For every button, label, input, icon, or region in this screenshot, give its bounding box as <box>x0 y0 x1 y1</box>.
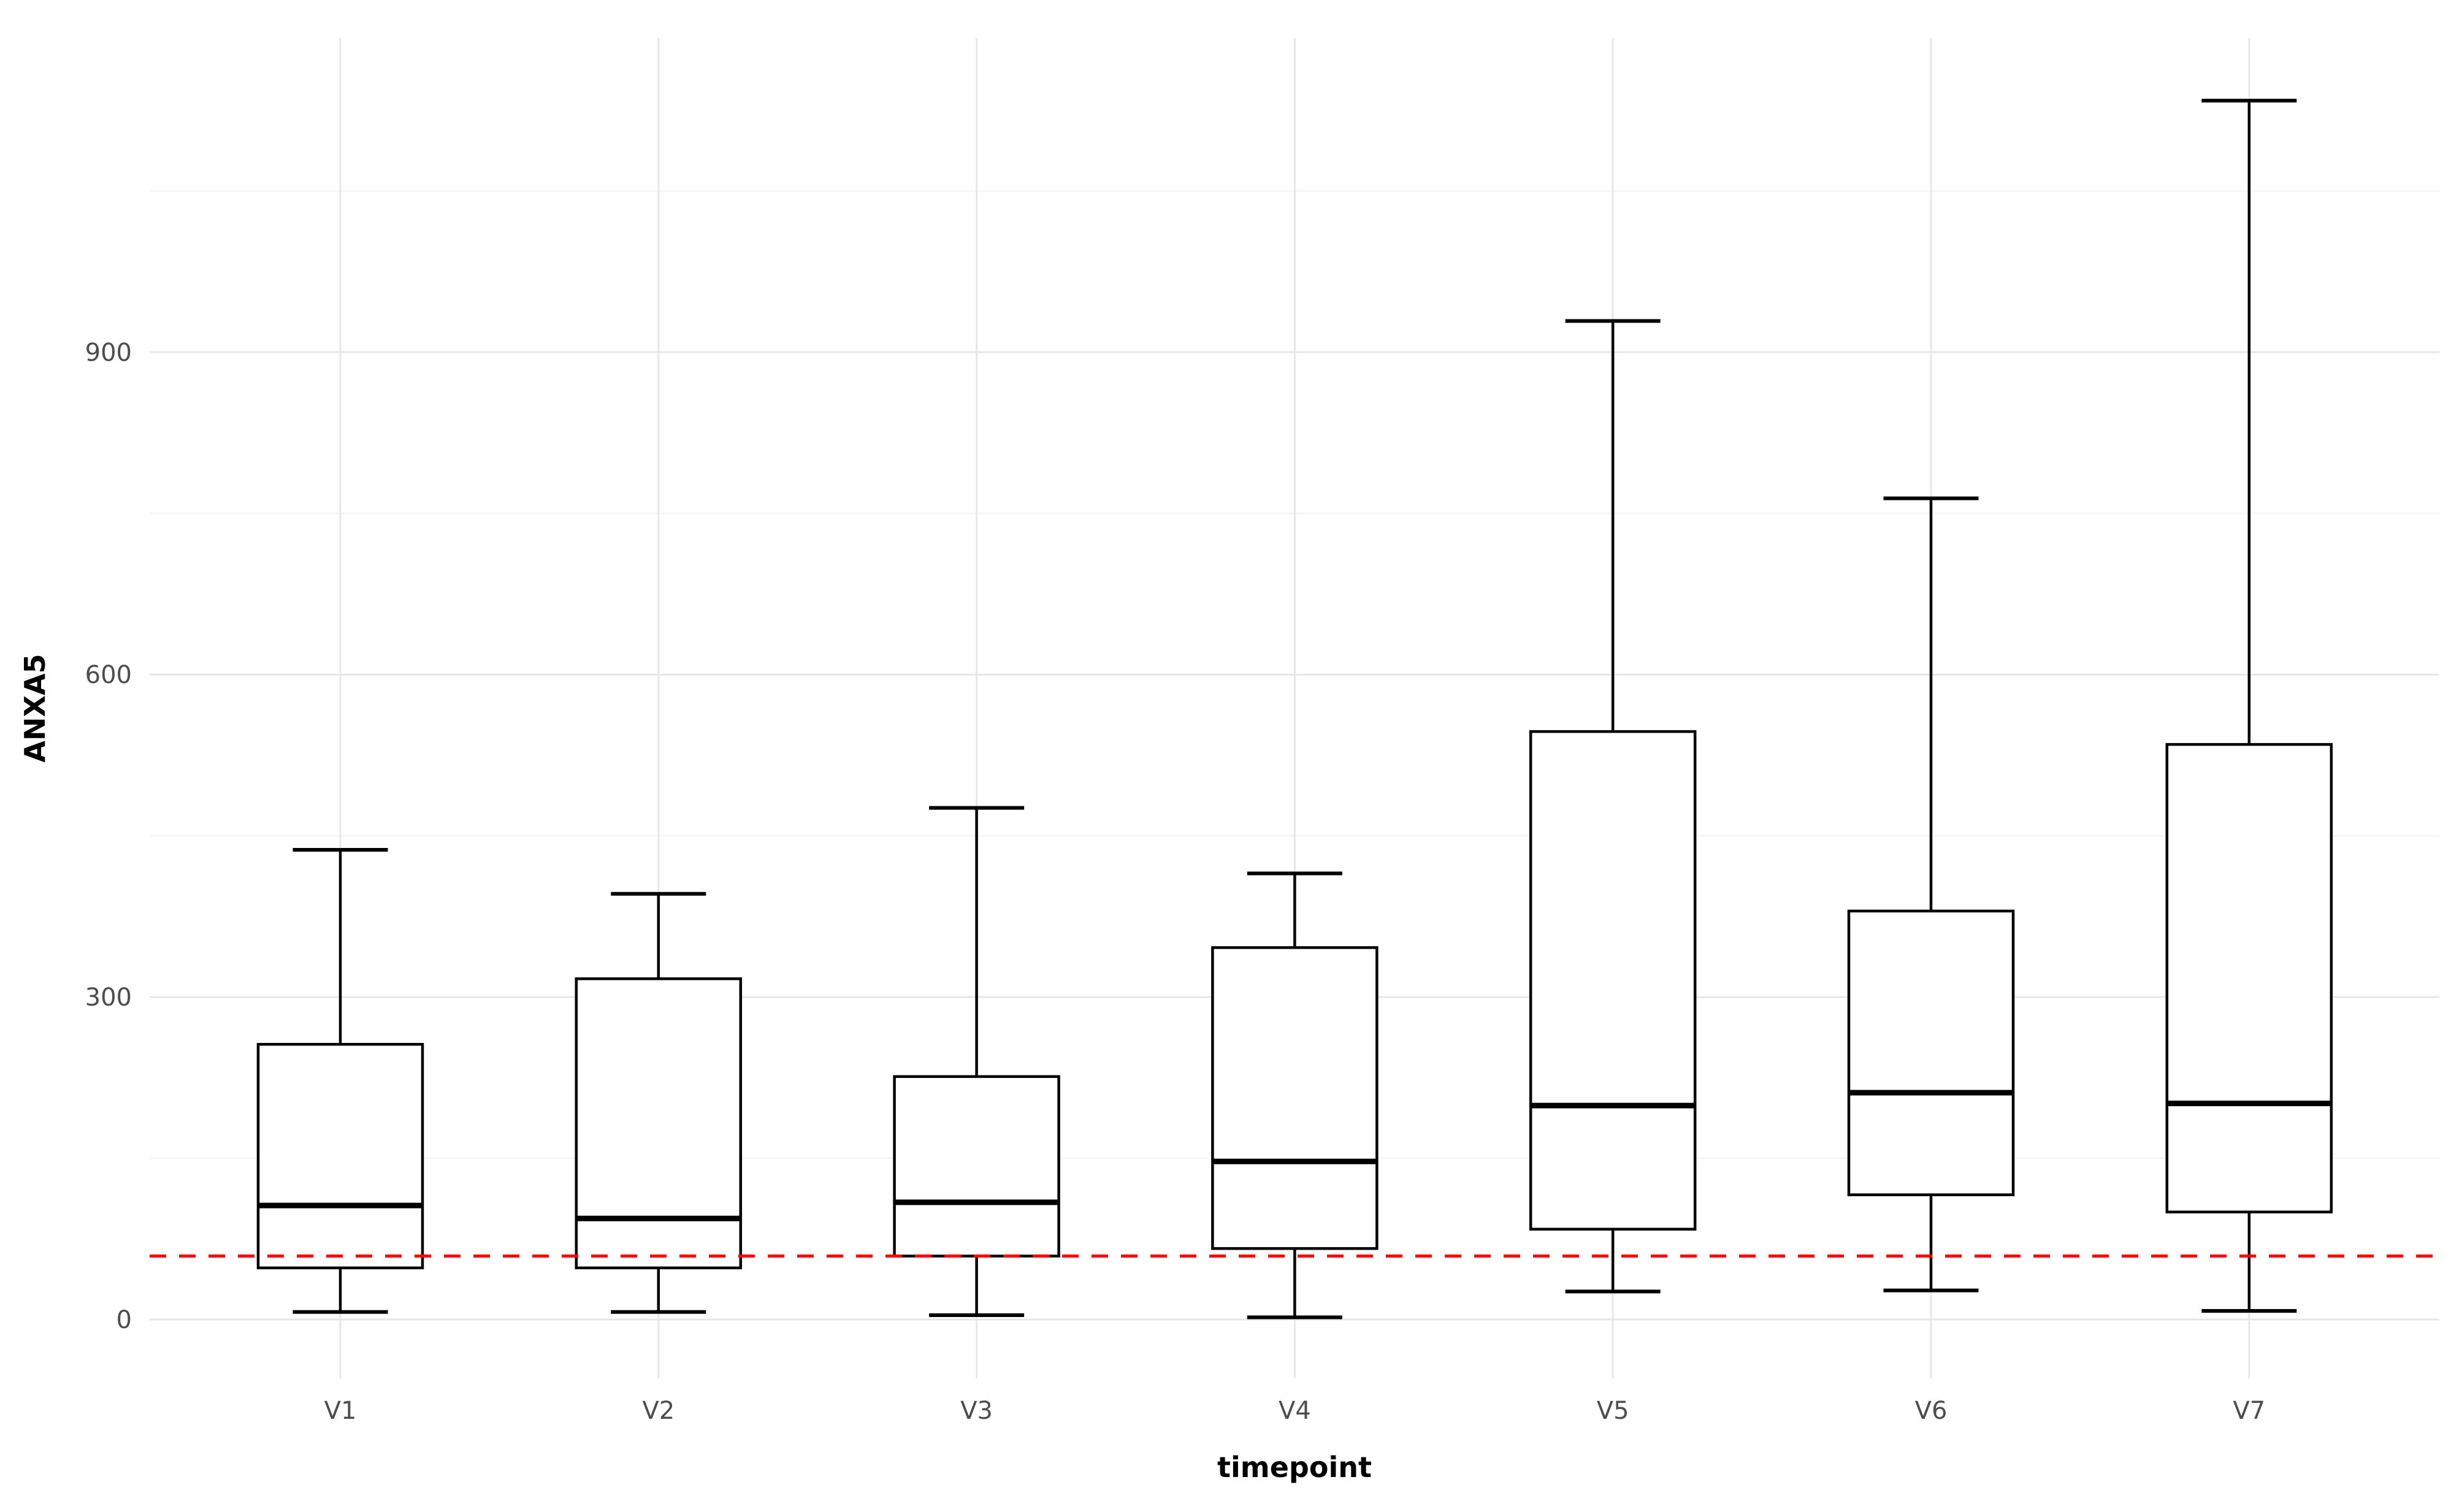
iqr-box <box>1847 909 2015 1196</box>
iqr-box <box>1211 946 1378 1250</box>
boxplot-V2 <box>575 892 743 1314</box>
x-tick-label-V1: V1 <box>324 1397 357 1425</box>
x-tick-label-V3: V3 <box>960 1397 993 1425</box>
iqr-box <box>256 1042 424 1270</box>
x-tick-label-V5: V5 <box>1597 1397 1629 1425</box>
iqr-box <box>1529 730 1697 1231</box>
boxplot-V5 <box>1529 319 1697 1294</box>
x-tick-label-V2: V2 <box>642 1397 675 1425</box>
iqr-box <box>575 977 743 1270</box>
boxplot-V3 <box>893 806 1060 1317</box>
boxplot-V7 <box>2165 99 2333 1313</box>
y-tick-label-600: 600 <box>85 661 132 689</box>
x-axis-title: timepoint <box>1217 1451 1372 1484</box>
x-tick-label-V6: V6 <box>1915 1397 1948 1425</box>
x-tick-label-V7: V7 <box>2233 1397 2265 1425</box>
y-tick-label-300: 300 <box>85 983 132 1012</box>
y-axis-title: ANXA5 <box>18 654 52 763</box>
boxplot-V1 <box>256 847 424 1314</box>
y-tick-label-900: 900 <box>85 338 132 367</box>
y-tick-label-0: 0 <box>117 1306 132 1334</box>
boxplot-V4 <box>1211 871 1378 1319</box>
boxplot-V6 <box>1847 496 2015 1292</box>
x-tick-label-V4: V4 <box>1279 1397 1311 1425</box>
iqr-box <box>893 1075 1060 1258</box>
iqr-box <box>2165 743 2333 1213</box>
